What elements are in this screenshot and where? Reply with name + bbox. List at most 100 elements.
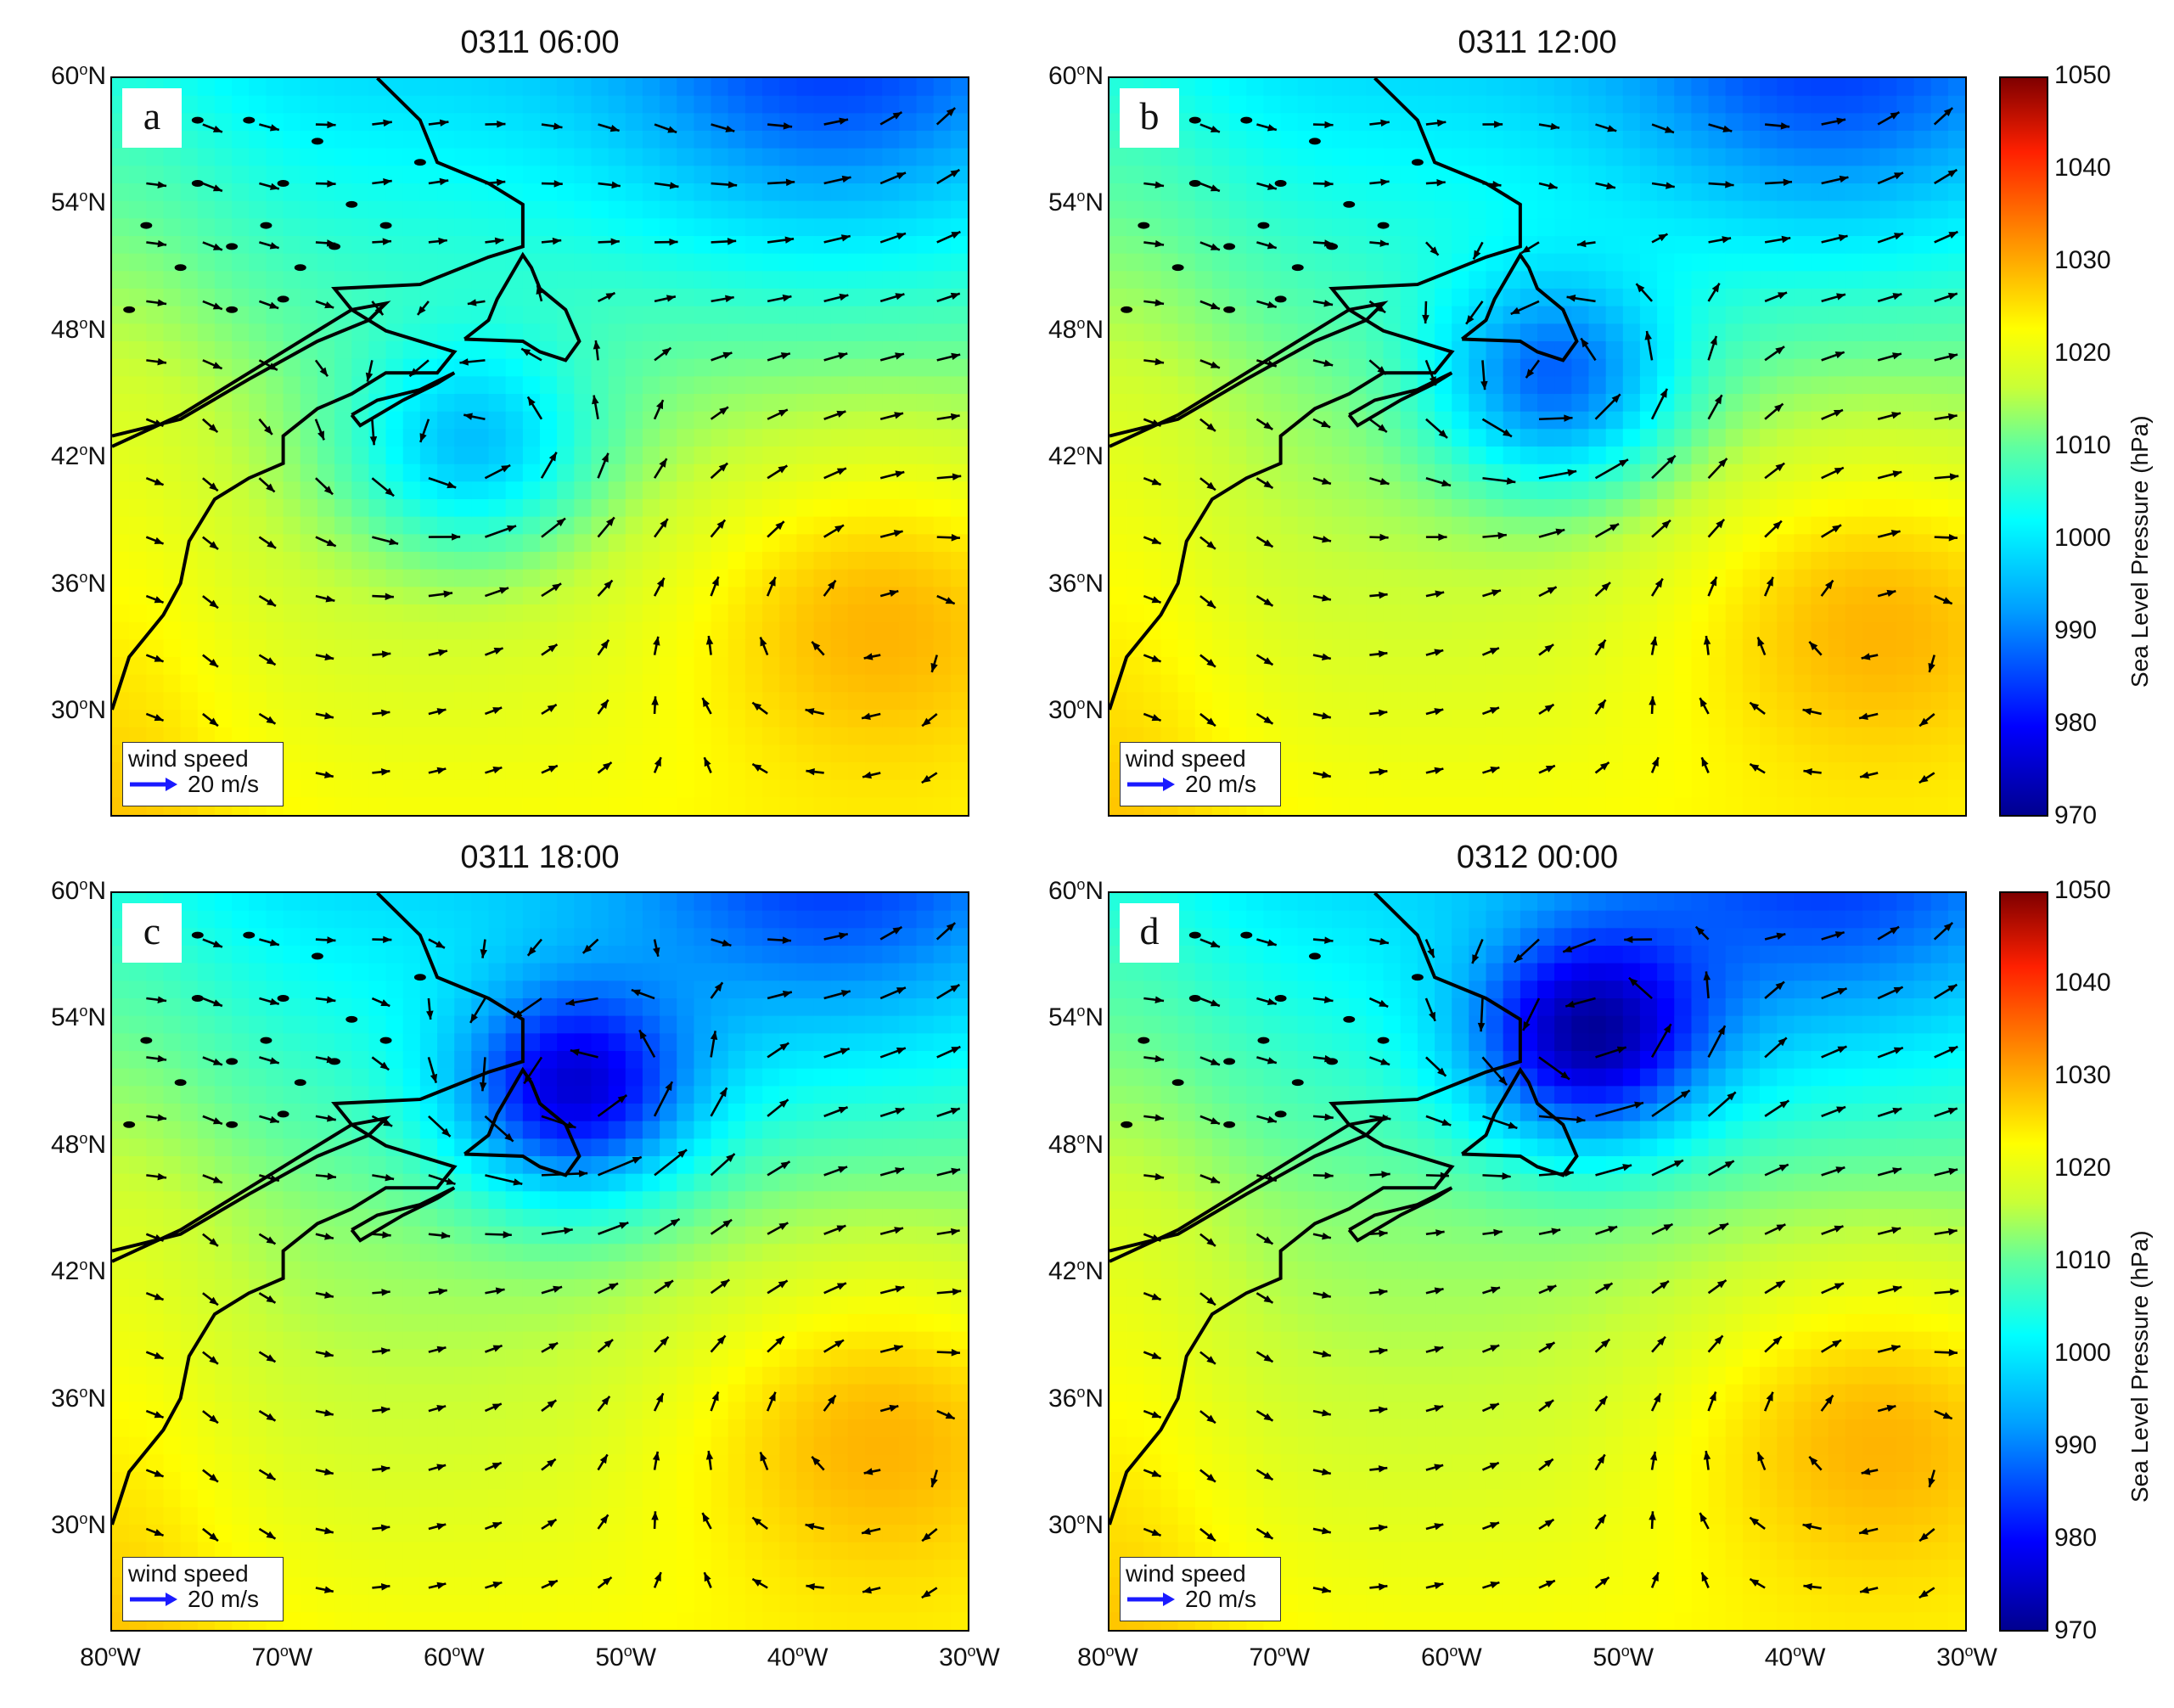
pressure-cell [180,323,199,342]
pressure-cell [1469,95,1487,115]
pressure-cell [1520,587,1538,605]
pressure-cell [1452,113,1470,132]
pressure-cell [1742,271,1761,289]
pressure-cell [591,534,610,553]
pressure-cell [249,1524,267,1543]
pressure-cell [232,621,250,641]
pressure-cell [1383,587,1402,605]
pressure-cell [899,621,918,641]
pressure-cell [334,744,352,763]
pressure-cell [1862,236,1880,255]
pressure-cell [1930,253,1949,272]
pressure-cell [1657,656,1676,676]
wind-arrow [1143,181,1165,189]
pressure-cell [574,271,593,289]
pressure-cell [1947,692,1965,711]
lake-island [226,243,239,250]
pressure-cell [1229,692,1248,711]
pressure-cell [129,447,148,465]
pressure-cell [1366,148,1385,167]
pressure-cell [1845,552,1863,570]
pressure-cell [694,306,712,325]
pressure-cell [916,552,935,570]
wind-arrow [767,408,789,420]
pressure-cell [813,674,832,694]
pressure-cell [454,534,473,553]
pressure-cell [1622,464,1641,483]
pressure-cell [899,674,918,694]
pressure-cell [180,429,199,447]
pressure-cell [1588,481,1607,500]
pressure-cell [591,727,610,746]
pressure-cell [1913,656,1932,676]
pressure-cell [1435,552,1452,570]
pressure-cell [112,271,130,289]
pressure-cell [1947,447,1965,465]
pressure-cell [471,218,490,237]
pressure-cell [1520,200,1538,220]
pressure-cell [882,534,901,553]
pressure-cell [1417,604,1435,623]
pressure-cell [129,980,148,999]
pressure-cell [1469,534,1487,553]
wind-arrow [1703,635,1711,655]
pressure-cell [1845,516,1863,536]
pressure-cell [419,499,438,518]
pressure-cell [1486,534,1504,553]
pressure-cell [882,148,901,167]
pressure-cell [727,218,746,237]
wind-arrow [1933,107,1954,126]
pressure-cell [1777,761,1795,781]
pressure-cell [1674,587,1693,605]
pressure-cell [1280,148,1299,167]
pressure-cell [266,323,284,342]
pressure-cell [1947,200,1965,220]
pressure-cell [1366,534,1385,553]
wind-arrow [1707,283,1721,302]
pressure-cell [197,271,216,289]
pressure-cell [522,516,541,536]
pressure-cell [899,516,918,536]
pressure-cell [1725,148,1744,167]
pressure-cell [522,587,541,605]
pressure-cell [1691,288,1710,307]
pressure-cell [1452,200,1470,220]
pressure-cell [1913,797,1932,815]
pressure-cell [112,709,130,728]
wind-arrow [653,458,668,479]
pressure-cell [830,797,849,815]
pressure-cell [591,481,610,500]
pressure-cell [933,340,952,360]
pressure-cell [249,963,267,982]
wind-arrow [258,536,277,549]
pressure-cell [540,271,558,289]
pressure-cell [214,998,233,1017]
pressure-cell [1177,236,1196,255]
pressure-cell [351,569,370,588]
pressure-cell [232,1489,250,1509]
pressure-cell [1435,744,1452,763]
pressure-cell [540,218,558,237]
pressure-cell [1469,727,1487,746]
pressure-cell [1708,148,1727,167]
pressure-cell [899,200,918,220]
pressure-cell [1947,236,1965,255]
pressure-cell [1794,393,1812,413]
pressure-cell [249,271,267,289]
wind-arrow [145,712,165,722]
pressure-cell [214,1384,233,1403]
wind-arrow [1199,182,1221,193]
pressure-cell [1930,797,1949,815]
pressure-cell [899,797,918,815]
pressure-cell [813,692,832,711]
pressure-cell [1708,499,1727,518]
pressure-cell [129,1208,148,1228]
wind-arrow [1481,418,1513,438]
wind-arrow [1369,591,1388,599]
pressure-cell [1520,499,1538,518]
pressure-cell [865,411,883,430]
pressure-cell [454,552,473,570]
pressure-cell [1588,253,1607,272]
pressure-cell [1126,411,1145,430]
pressure-cell [1896,358,1915,378]
